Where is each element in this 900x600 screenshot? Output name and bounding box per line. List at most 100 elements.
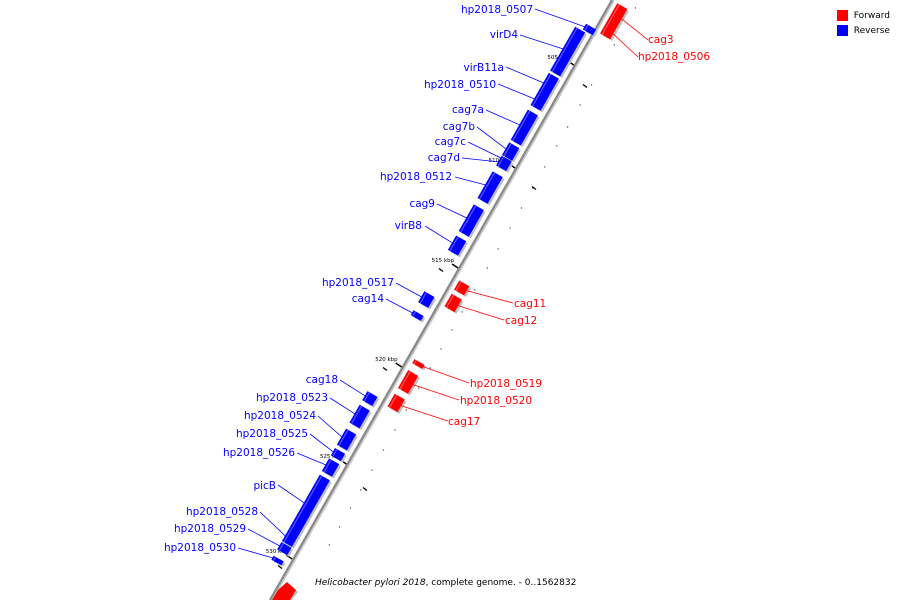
major-tick-mark: [582, 83, 588, 89]
gene-label[interactable]: hp2018_0523: [256, 392, 328, 404]
gene-label[interactable]: cag9: [409, 198, 435, 210]
gene-label[interactable]: cag17: [448, 416, 480, 428]
gene-hp2018_0525[interactable]: hp2018_0525: [236, 428, 347, 463]
gene-hp2018_0506[interactable]: hp2018_0506: [600, 22, 710, 63]
gene-label[interactable]: cag14: [352, 293, 385, 305]
gene-cag11[interactable]: cag11: [454, 280, 546, 310]
gene-virD4[interactable]: virD4: [490, 26, 587, 79]
gene-hp2018_0507[interactable]: hp2018_0507: [461, 4, 598, 37]
gene-label[interactable]: cag7b: [443, 121, 476, 133]
minor-tick: [579, 104, 581, 106]
gene-highlight: [389, 394, 398, 408]
leader-line: [612, 33, 639, 58]
gene-label[interactable]: virB11a: [464, 62, 504, 74]
gene-picB[interactable]: picB: [253, 474, 332, 539]
gene-hp2018_0529[interactable]: hp2018_0529: [174, 523, 294, 557]
gene-label[interactable]: cag11: [514, 298, 546, 310]
gene-highlight: [460, 205, 477, 233]
minor-tick: [461, 311, 463, 313]
gene-hp2018_0519[interactable]: hp2018_0519: [412, 359, 542, 390]
gene-hp2018_0520[interactable]: hp2018_0520: [397, 370, 532, 407]
gene-cag18[interactable]: cag18: [306, 374, 380, 408]
gene-label[interactable]: hp2018_0526: [223, 447, 295, 459]
gene-label[interactable]: virB8: [395, 220, 422, 232]
leader-line: [461, 157, 499, 163]
legend: Forward Reverse: [836, 8, 890, 38]
gene-hp2018_0510[interactable]: hp2018_0510: [424, 79, 550, 113]
gene-highlight: [503, 143, 512, 157]
gene-box: [477, 171, 503, 204]
gene-label[interactable]: hp2018_0512: [380, 171, 452, 183]
gene-hp2018_0528[interactable]: hp2018_0528: [186, 506, 300, 549]
legend-label-forward: Forward: [853, 10, 890, 21]
leader-line: [519, 34, 563, 50]
gene-hp2018_0526[interactable]: hp2018_0526: [223, 447, 341, 479]
gene-highlight: [323, 459, 332, 473]
major-tick-mark: [382, 366, 388, 372]
gene-label[interactable]: cag12: [505, 315, 537, 327]
gene-box: [362, 391, 378, 407]
minor-tick: [360, 489, 362, 491]
gene-label[interactable]: cag7a: [452, 104, 484, 116]
major-tick-mark: [362, 486, 368, 492]
gene-virB11a[interactable]: virB11a: [464, 62, 561, 100]
gene-label[interactable]: picB: [253, 480, 276, 492]
leader-line: [505, 66, 544, 84]
gene-cag7a[interactable]: cag7a: [452, 104, 540, 148]
gene-label[interactable]: virD4: [490, 29, 519, 41]
tick-label: 525 kbp: [320, 454, 343, 460]
gene-cag7d[interactable]: cag7d: [428, 152, 512, 173]
minor-tick: [520, 207, 523, 209]
genome-description: , complete genome. - 0..1562832: [425, 578, 577, 588]
gene-label[interactable]: cag18: [306, 374, 338, 386]
minor-tick: [371, 469, 373, 471]
gene-label[interactable]: hp2018_0517: [322, 277, 394, 289]
gene-label[interactable]: hp2018_0510: [424, 79, 496, 91]
gene-label[interactable]: hp2018_0528: [186, 506, 258, 518]
gene-cag12[interactable]: cag12: [444, 293, 537, 327]
gene-label[interactable]: hp2018_0520: [460, 395, 532, 407]
forward-swatch: [836, 10, 848, 21]
organism-name: Helicobacter pylori 2018: [315, 578, 426, 588]
gene-hp2018_0523[interactable]: hp2018_0523: [256, 392, 372, 430]
gene-hp2018_0512[interactable]: hp2018_0512: [380, 171, 505, 206]
gene-label[interactable]: hp2018_0507: [461, 4, 533, 16]
leader-line: [400, 405, 449, 422]
minor-tick: [590, 84, 593, 86]
gene-label[interactable]: hp2018_0525: [236, 428, 308, 440]
gene-hp2018_0524[interactable]: hp2018_0524: [244, 410, 358, 453]
gene-highlight: [584, 24, 589, 31]
gene-label[interactable]: hp2018_0519: [470, 378, 542, 390]
minor-tick: [328, 544, 331, 546]
gene-highlight: [607, 4, 620, 25]
leader-line: [424, 225, 453, 244]
gene-label[interactable]: hp2018_0524: [244, 410, 316, 422]
gene-label[interactable]: cag7d: [428, 152, 460, 164]
gene-highlight: [449, 236, 459, 252]
gene-label[interactable]: hp2018_0530: [164, 542, 236, 554]
leader-line: [534, 8, 585, 28]
gene-highlight: [351, 405, 363, 424]
gene-cag14[interactable]: cag14: [352, 293, 426, 323]
leader-line: [454, 176, 486, 186]
leader-line: [497, 83, 535, 100]
gene-virB8[interactable]: virB8: [395, 220, 468, 258]
gene-box: [271, 555, 284, 566]
gene-cag17[interactable]: cag17: [387, 393, 480, 428]
gene-highlight: [338, 429, 349, 446]
leader-line: [457, 305, 505, 321]
gene-cag7b[interactable]: cag7b: [443, 121, 521, 163]
gene-label[interactable]: cag3: [648, 34, 674, 46]
gene-label[interactable]: cag7c: [435, 136, 467, 148]
major-tick-mark: [438, 267, 444, 273]
gene-label[interactable]: hp2018_0506: [638, 51, 710, 63]
minor-tick: [544, 166, 546, 168]
gene-cag3[interactable]: cag3: [606, 3, 674, 46]
gene-box: [418, 291, 435, 308]
gene-label[interactable]: hp2018_0529: [174, 523, 246, 535]
gene-hp2018_0530[interactable]: hp2018_0530: [164, 542, 286, 568]
gene-box: [510, 109, 538, 146]
gene-hp2018_0517[interactable]: hp2018_0517: [322, 277, 437, 310]
reverse-swatch: [836, 25, 848, 36]
gene-cag9[interactable]: cag9: [409, 198, 486, 239]
